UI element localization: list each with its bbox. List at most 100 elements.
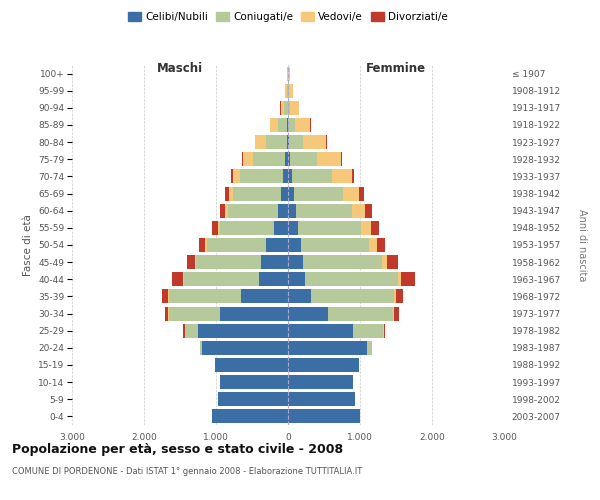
Text: Anni di nascita: Anni di nascita xyxy=(577,209,587,281)
Bar xyxy=(359,186,364,200)
Bar xyxy=(288,221,298,235)
Bar xyxy=(233,186,281,200)
Bar xyxy=(290,101,299,115)
Bar xyxy=(288,358,359,372)
Bar xyxy=(393,306,394,320)
Bar xyxy=(169,290,241,304)
Bar xyxy=(274,221,288,235)
Bar xyxy=(377,238,385,252)
Bar xyxy=(332,170,352,183)
Bar xyxy=(198,324,288,338)
Bar xyxy=(288,410,360,424)
Bar xyxy=(220,221,274,235)
Bar xyxy=(353,324,383,338)
Bar xyxy=(169,306,220,320)
Bar xyxy=(303,255,382,269)
Bar xyxy=(218,221,220,235)
Bar xyxy=(289,84,293,98)
Bar xyxy=(220,375,288,389)
Bar xyxy=(341,152,342,166)
Bar xyxy=(367,341,371,355)
Bar xyxy=(218,392,288,406)
Bar xyxy=(227,204,278,218)
Bar xyxy=(401,272,415,286)
Bar xyxy=(286,84,287,98)
Bar xyxy=(284,101,288,115)
Bar xyxy=(199,238,205,252)
Bar xyxy=(244,152,253,166)
Bar xyxy=(206,238,266,252)
Bar xyxy=(296,204,352,218)
Bar xyxy=(288,375,353,389)
Bar xyxy=(288,341,367,355)
Bar xyxy=(187,255,194,269)
Bar xyxy=(288,101,290,115)
Bar xyxy=(343,186,359,200)
Bar xyxy=(205,238,206,252)
Bar xyxy=(255,135,266,149)
Bar xyxy=(288,135,289,149)
Bar xyxy=(241,290,288,304)
Bar xyxy=(242,152,244,166)
Bar xyxy=(281,186,288,200)
Bar xyxy=(281,101,284,115)
Bar xyxy=(288,255,303,269)
Bar xyxy=(288,392,355,406)
Bar xyxy=(290,152,317,166)
Bar xyxy=(328,306,393,320)
Bar xyxy=(288,204,296,218)
Bar xyxy=(289,118,295,132)
Bar xyxy=(292,170,332,183)
Bar xyxy=(301,238,370,252)
Bar xyxy=(185,324,198,338)
Bar xyxy=(202,341,288,355)
Bar xyxy=(266,135,287,149)
Y-axis label: Fasce di età: Fasce di età xyxy=(23,214,32,276)
Bar xyxy=(371,221,379,235)
Bar xyxy=(395,290,403,304)
Bar xyxy=(182,272,184,286)
Bar xyxy=(196,255,260,269)
Bar xyxy=(220,204,224,218)
Bar xyxy=(361,221,371,235)
Bar xyxy=(288,66,290,80)
Bar xyxy=(224,204,227,218)
Bar xyxy=(311,290,394,304)
Bar xyxy=(184,324,185,338)
Bar xyxy=(231,170,233,183)
Text: Femmine: Femmine xyxy=(366,62,426,74)
Bar xyxy=(220,306,288,320)
Bar xyxy=(184,272,259,286)
Bar xyxy=(194,255,196,269)
Bar xyxy=(285,152,288,166)
Bar xyxy=(317,152,341,166)
Bar xyxy=(295,118,310,132)
Bar xyxy=(288,290,311,304)
Bar xyxy=(200,341,202,355)
Bar xyxy=(226,186,229,200)
Bar xyxy=(383,324,385,338)
Bar xyxy=(212,221,218,235)
Bar xyxy=(287,84,288,98)
Bar xyxy=(172,272,182,286)
Text: Popolazione per età, sesso e stato civile - 2008: Popolazione per età, sesso e stato civil… xyxy=(12,442,343,456)
Bar xyxy=(287,135,288,149)
Bar xyxy=(398,272,401,286)
Bar xyxy=(162,290,169,304)
Bar xyxy=(394,306,400,320)
Bar xyxy=(164,306,169,320)
Bar xyxy=(365,204,371,218)
Bar xyxy=(298,221,361,235)
Bar xyxy=(278,118,287,132)
Bar xyxy=(253,152,285,166)
Bar xyxy=(283,170,288,183)
Bar xyxy=(288,324,353,338)
Bar xyxy=(259,272,288,286)
Legend: Celibi/Nubili, Coniugati/e, Vedovi/e, Divorziati/e: Celibi/Nubili, Coniugati/e, Vedovi/e, Di… xyxy=(124,8,452,26)
Bar xyxy=(294,186,343,200)
Bar xyxy=(266,238,288,252)
Bar xyxy=(288,238,301,252)
Bar xyxy=(289,135,303,149)
Bar xyxy=(370,238,377,252)
Bar xyxy=(352,204,365,218)
